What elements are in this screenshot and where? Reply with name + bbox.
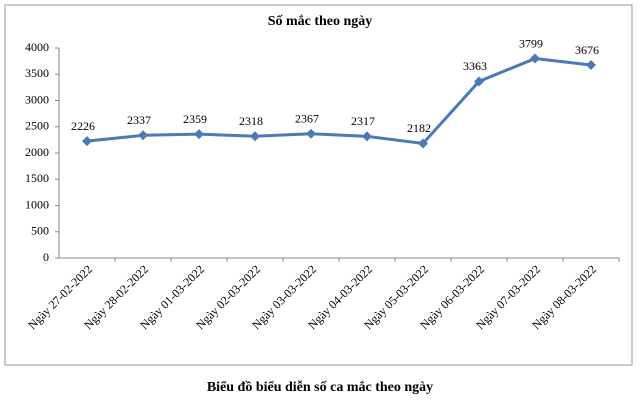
data-point [194,129,204,140]
y-tick-label: 3500 [25,66,49,80]
data-point [418,138,428,149]
y-tick-label: 2000 [25,145,49,159]
data-point [586,60,596,71]
data-label: 3676 [575,43,599,57]
chart-frame [4,4,633,366]
data-point [362,131,372,142]
data-point [530,53,540,64]
y-tick-label: 1000 [25,197,49,211]
chart-title: Số mắc theo ngày [268,14,373,29]
data-point [82,136,92,147]
y-tick-label: 4000 [25,40,49,54]
data-label: 2367 [295,111,319,125]
data-point [250,131,260,142]
data-label: 2359 [183,112,207,126]
data-label: 3799 [519,36,543,50]
data-label: 3363 [463,59,487,73]
y-tick-label: 0 [43,250,49,264]
y-tick-label: 500 [31,224,49,238]
data-label: 2317 [351,114,375,128]
data-label: 2182 [407,121,431,135]
data-point [474,76,484,87]
y-tick-label: 2500 [25,119,49,133]
caption: Biểu đồ biểu diễn số ca mắc theo ngày [207,379,433,395]
data-point [138,130,148,141]
data-point [306,128,316,139]
data-label: 2226 [71,119,95,133]
y-tick-label: 1500 [25,171,49,185]
y-tick-label: 3000 [25,92,49,106]
data-label: 2318 [239,114,263,128]
data-line [86,57,592,146]
data-label: 2337 [127,113,151,127]
